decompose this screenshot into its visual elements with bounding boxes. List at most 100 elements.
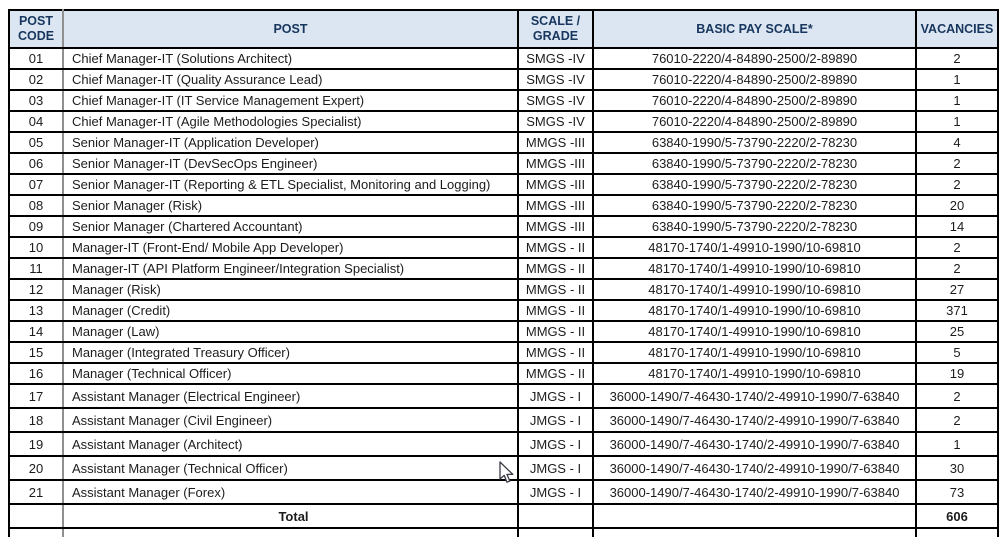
cell-pay: 36000-1490/7-46430-1740/2-49910-1990/7-6… (592, 479, 917, 505)
table-row: 07 Senior Manager-IT (Reporting & ETL Spe… (8, 173, 999, 196)
table-row: 13 Manager (Credit) MMGS - II 48170-1740/1-… (8, 299, 999, 322)
cell-scale: MMGS -III (517, 173, 594, 196)
table-row: 06 Senior Manager-IT (DevSecOps Engineer)… (8, 152, 999, 175)
total-empty-code (8, 503, 64, 529)
table-row: 09 Senior Manager (Chartered Accountant) M… (8, 215, 999, 238)
cell-scale: MMGS - II (517, 236, 594, 259)
table-row: 04 Chief Manager-IT (Agile Methodologies … (8, 110, 999, 133)
table-body: 01 Chief Manager-IT (Solutions Architect)… (8, 47, 999, 505)
cell-vacancies: 2 (915, 47, 999, 70)
cell-post: Assistant Manager (Forex) (62, 479, 519, 505)
total-label: Total (62, 503, 519, 529)
total-empty-pay (592, 503, 917, 529)
cell-vacancies: 14 (915, 215, 999, 238)
cell-pay: 48170-1740/1-49910-1990/10-69810 (592, 341, 917, 364)
cell-post: Assistant Manager (Architect) (62, 431, 519, 457)
cell-post: Manager (Credit) (62, 299, 519, 322)
cell-pay: 48170-1740/1-49910-1990/10-69810 (592, 362, 917, 385)
cell-code: 15 (8, 341, 64, 364)
cell-vacancies: 371 (915, 299, 999, 322)
total-empty-scale (517, 503, 594, 529)
cell-pay: 48170-1740/1-49910-1990/10-69810 (592, 299, 917, 322)
cell-post: Manager (Risk) (62, 278, 519, 301)
cell-scale: JMGS - I (517, 455, 594, 481)
cell-post: Manager-IT (Front-End/ Mobile App Develo… (62, 236, 519, 259)
cell-scale: MMGS -III (517, 215, 594, 238)
cell-pay: 36000-1490/7-46430-1740/2-49910-1990/7-6… (592, 383, 917, 409)
cell-code: 16 (8, 362, 64, 385)
cell-code: 05 (8, 131, 64, 154)
cell-post: Manager-IT (API Platform Engineer/Integr… (62, 257, 519, 280)
cell-post: Assistant Manager (Civil Engineer) (62, 407, 519, 433)
cell-pay: 76010-2220/4-84890-2500/2-89890 (592, 110, 917, 133)
cell-scale: JMGS - I (517, 431, 594, 457)
cell-post: Chief Manager-IT (IT Service Management … (62, 89, 519, 112)
header-row: POST CODE POST SCALE / GRADE BASIC PAY S… (8, 9, 999, 49)
cell-pay: 48170-1740/1-49910-1990/10-69810 (592, 257, 917, 280)
cell-pay: 63840-1990/5-73790-2220/2-78230 (592, 194, 917, 217)
table-row: 18 Assistant Manager (Civil Engineer) JMGS… (8, 407, 999, 433)
cell-scale: MMGS -III (517, 131, 594, 154)
cell-vacancies: 2 (915, 383, 999, 409)
cell-post: Senior Manager (Risk) (62, 194, 519, 217)
cell-pay: 36000-1490/7-46430-1740/2-49910-1990/7-6… (592, 455, 917, 481)
cell-code: 02 (8, 68, 64, 91)
cell-post: Chief Manager-IT (Quality Assurance Lead… (62, 68, 519, 91)
cell-pay: 48170-1740/1-49910-1990/10-69810 (592, 278, 917, 301)
cell-vacancies: 25 (915, 320, 999, 343)
table-header: POST CODE POST SCALE / GRADE BASIC PAY S… (8, 9, 999, 49)
table-row: 08 Senior Manager (Risk) MMGS -III 63840-19… (8, 194, 999, 217)
table-footer: Total 606 (8, 503, 999, 537)
cell-scale: JMGS - I (517, 383, 594, 409)
cell-vacancies: 2 (915, 257, 999, 280)
cell-post: Manager (Law) (62, 320, 519, 343)
cell-post: Chief Manager-IT (Solutions Architect) (62, 47, 519, 70)
cell-scale: SMGS -IV (517, 89, 594, 112)
cell-code: 12 (8, 278, 64, 301)
cell-code: 08 (8, 194, 64, 217)
cell-post: Assistant Manager (Technical Officer) (62, 455, 519, 481)
cell-code: 13 (8, 299, 64, 322)
cell-scale: MMGS - II (517, 257, 594, 280)
cell-code: 11 (8, 257, 64, 280)
cell-vacancies: 19 (915, 362, 999, 385)
cell-code: 06 (8, 152, 64, 175)
cell-code: 10 (8, 236, 64, 259)
clipped-next-row (8, 527, 999, 537)
cell-pay: 63840-1990/5-73790-2220/2-78230 (592, 131, 917, 154)
cell-code: 07 (8, 173, 64, 196)
cell-vacancies: 1 (915, 89, 999, 112)
table-row: 12 Manager (Risk) MMGS - II 48170-1740/1-49… (8, 278, 999, 301)
cell-scale: MMGS - II (517, 362, 594, 385)
cell-pay: 63840-1990/5-73790-2220/2-78230 (592, 152, 917, 175)
cell-scale: MMGS - II (517, 341, 594, 364)
cell-scale: MMGS - II (517, 278, 594, 301)
vacancy-table: POST CODE POST SCALE / GRADE BASIC PAY S… (8, 9, 999, 537)
cell-post: Senior Manager-IT (Reporting & ETL Speci… (62, 173, 519, 196)
cell-vacancies: 5 (915, 341, 999, 364)
cell-post: Senior Manager-IT (Application Developer… (62, 131, 519, 154)
cell-scale: SMGS -IV (517, 47, 594, 70)
cell-post: Assistant Manager (Electrical Engineer) (62, 383, 519, 409)
total-row: Total 606 (8, 503, 999, 529)
cell-scale: MMGS - II (517, 299, 594, 322)
column-header-post-code: POST CODE (8, 9, 64, 49)
cell-pay: 36000-1490/7-46430-1740/2-49910-1990/7-6… (592, 431, 917, 457)
cell-code: 04 (8, 110, 64, 133)
table-row: 17 Assistant Manager (Electrical Engineer… (8, 383, 999, 409)
table-row: 15 Manager (Integrated Treasury Officer) M… (8, 341, 999, 364)
cell-scale: MMGS -III (517, 194, 594, 217)
cell-scale: SMGS -IV (517, 110, 594, 133)
cell-vacancies: 20 (915, 194, 999, 217)
cell-scale: MMGS -III (517, 152, 594, 175)
table-row: 03 Chief Manager-IT (IT Service Managemen… (8, 89, 999, 112)
cell-vacancies: 2 (915, 407, 999, 433)
table-row: 11 Manager-IT (API Platform Engineer/Inte… (8, 257, 999, 280)
cell-code: 19 (8, 431, 64, 457)
column-header-post: POST (62, 9, 519, 49)
column-header-basic-pay: BASIC PAY SCALE* (592, 9, 917, 49)
cell-post: Senior Manager-IT (DevSecOps Engineer) (62, 152, 519, 175)
cell-pay: 36000-1490/7-46430-1740/2-49910-1990/7-6… (592, 407, 917, 433)
